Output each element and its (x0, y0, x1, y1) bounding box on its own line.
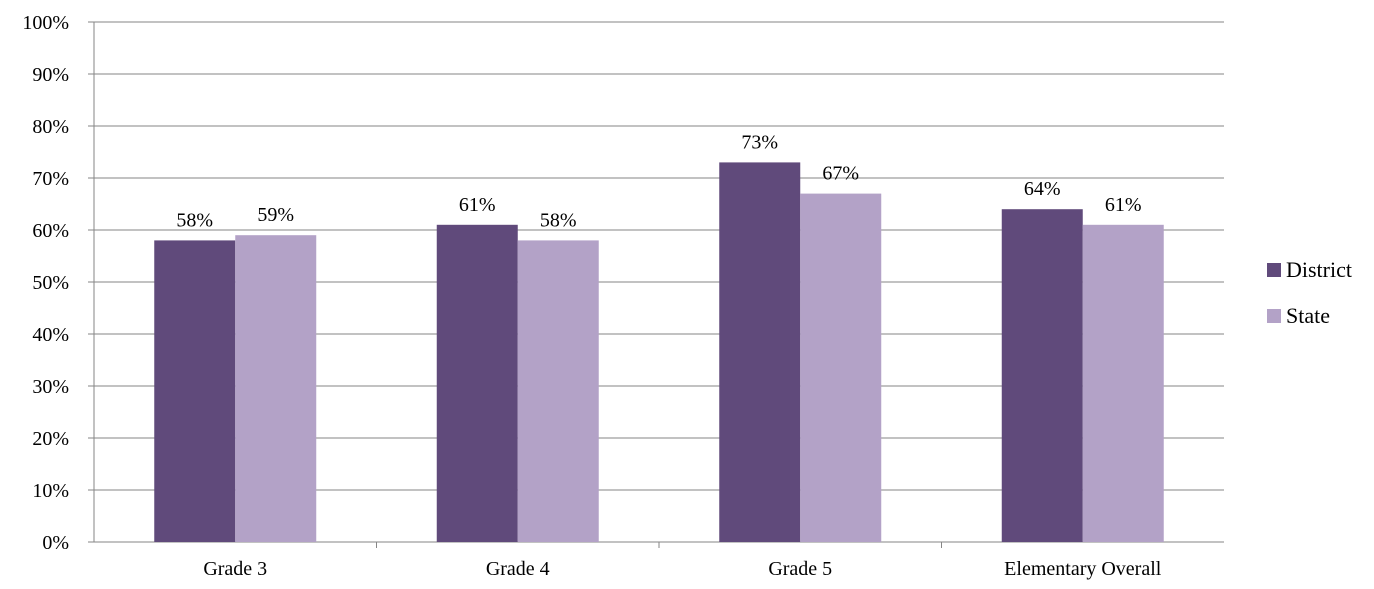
bar-state-grade-3 (235, 235, 317, 542)
data-label-state-grade-4: 58% (540, 209, 577, 231)
y-tick-label: 10% (32, 480, 69, 502)
bars (154, 162, 1164, 543)
y-tick-label: 20% (32, 428, 69, 450)
legend-swatch-district (1267, 263, 1281, 277)
legend: District State (1267, 257, 1352, 328)
data-label-district-grade-4: 61% (459, 194, 496, 216)
y-tick-label: 100% (22, 12, 69, 34)
legend-label-state: State (1286, 303, 1330, 328)
legend-label-district: District (1286, 257, 1352, 282)
y-tick-label: 70% (32, 168, 69, 190)
bar-state-grade-4 (517, 240, 599, 542)
bar-state-grade-5 (800, 193, 882, 542)
x-tick-label-grade-4: Grade 4 (486, 558, 550, 580)
y-tick-label: 90% (32, 64, 69, 86)
bar-district-elementary-overall (1001, 209, 1083, 542)
y-axis-tick-labels: 0% 10% 20% 30% 40% 50% 60% 70% 80% 90% 100% (22, 12, 69, 554)
y-tick-label: 60% (32, 220, 69, 242)
data-label-state-grade-5: 67% (822, 163, 859, 185)
data-label-state-elementary-overall: 61% (1105, 194, 1142, 216)
x-tick-label-grade-3: Grade 3 (203, 558, 267, 580)
x-tick-label-elementary-overall: Elementary Overall (1004, 558, 1162, 580)
x-axis-tick-labels: Grade 3 Grade 4 Grade 5 Elementary Overall (203, 558, 1161, 580)
legend-swatch-state (1267, 309, 1281, 323)
y-tick-label: 40% (32, 324, 69, 346)
bar-district-grade-5 (719, 162, 801, 542)
data-label-district-grade-3: 58% (176, 209, 213, 231)
data-label-district-elementary-overall: 64% (1024, 178, 1061, 200)
y-tick-label: 80% (32, 116, 69, 138)
data-label-district-grade-5: 73% (741, 131, 778, 153)
y-tick-label: 30% (32, 376, 69, 398)
x-tick-label-grade-5: Grade 5 (768, 558, 832, 580)
y-tick-label: 50% (32, 272, 69, 294)
bar-district-grade-3 (154, 240, 236, 542)
y-tick-label: 0% (42, 532, 69, 554)
data-labels: 58% 59% 61% 58% 73% 67% 64% 61% (176, 131, 1141, 231)
bar-district-grade-4 (436, 224, 518, 543)
data-label-state-grade-3: 59% (257, 204, 294, 226)
bar-state-elementary-overall (1082, 224, 1164, 543)
